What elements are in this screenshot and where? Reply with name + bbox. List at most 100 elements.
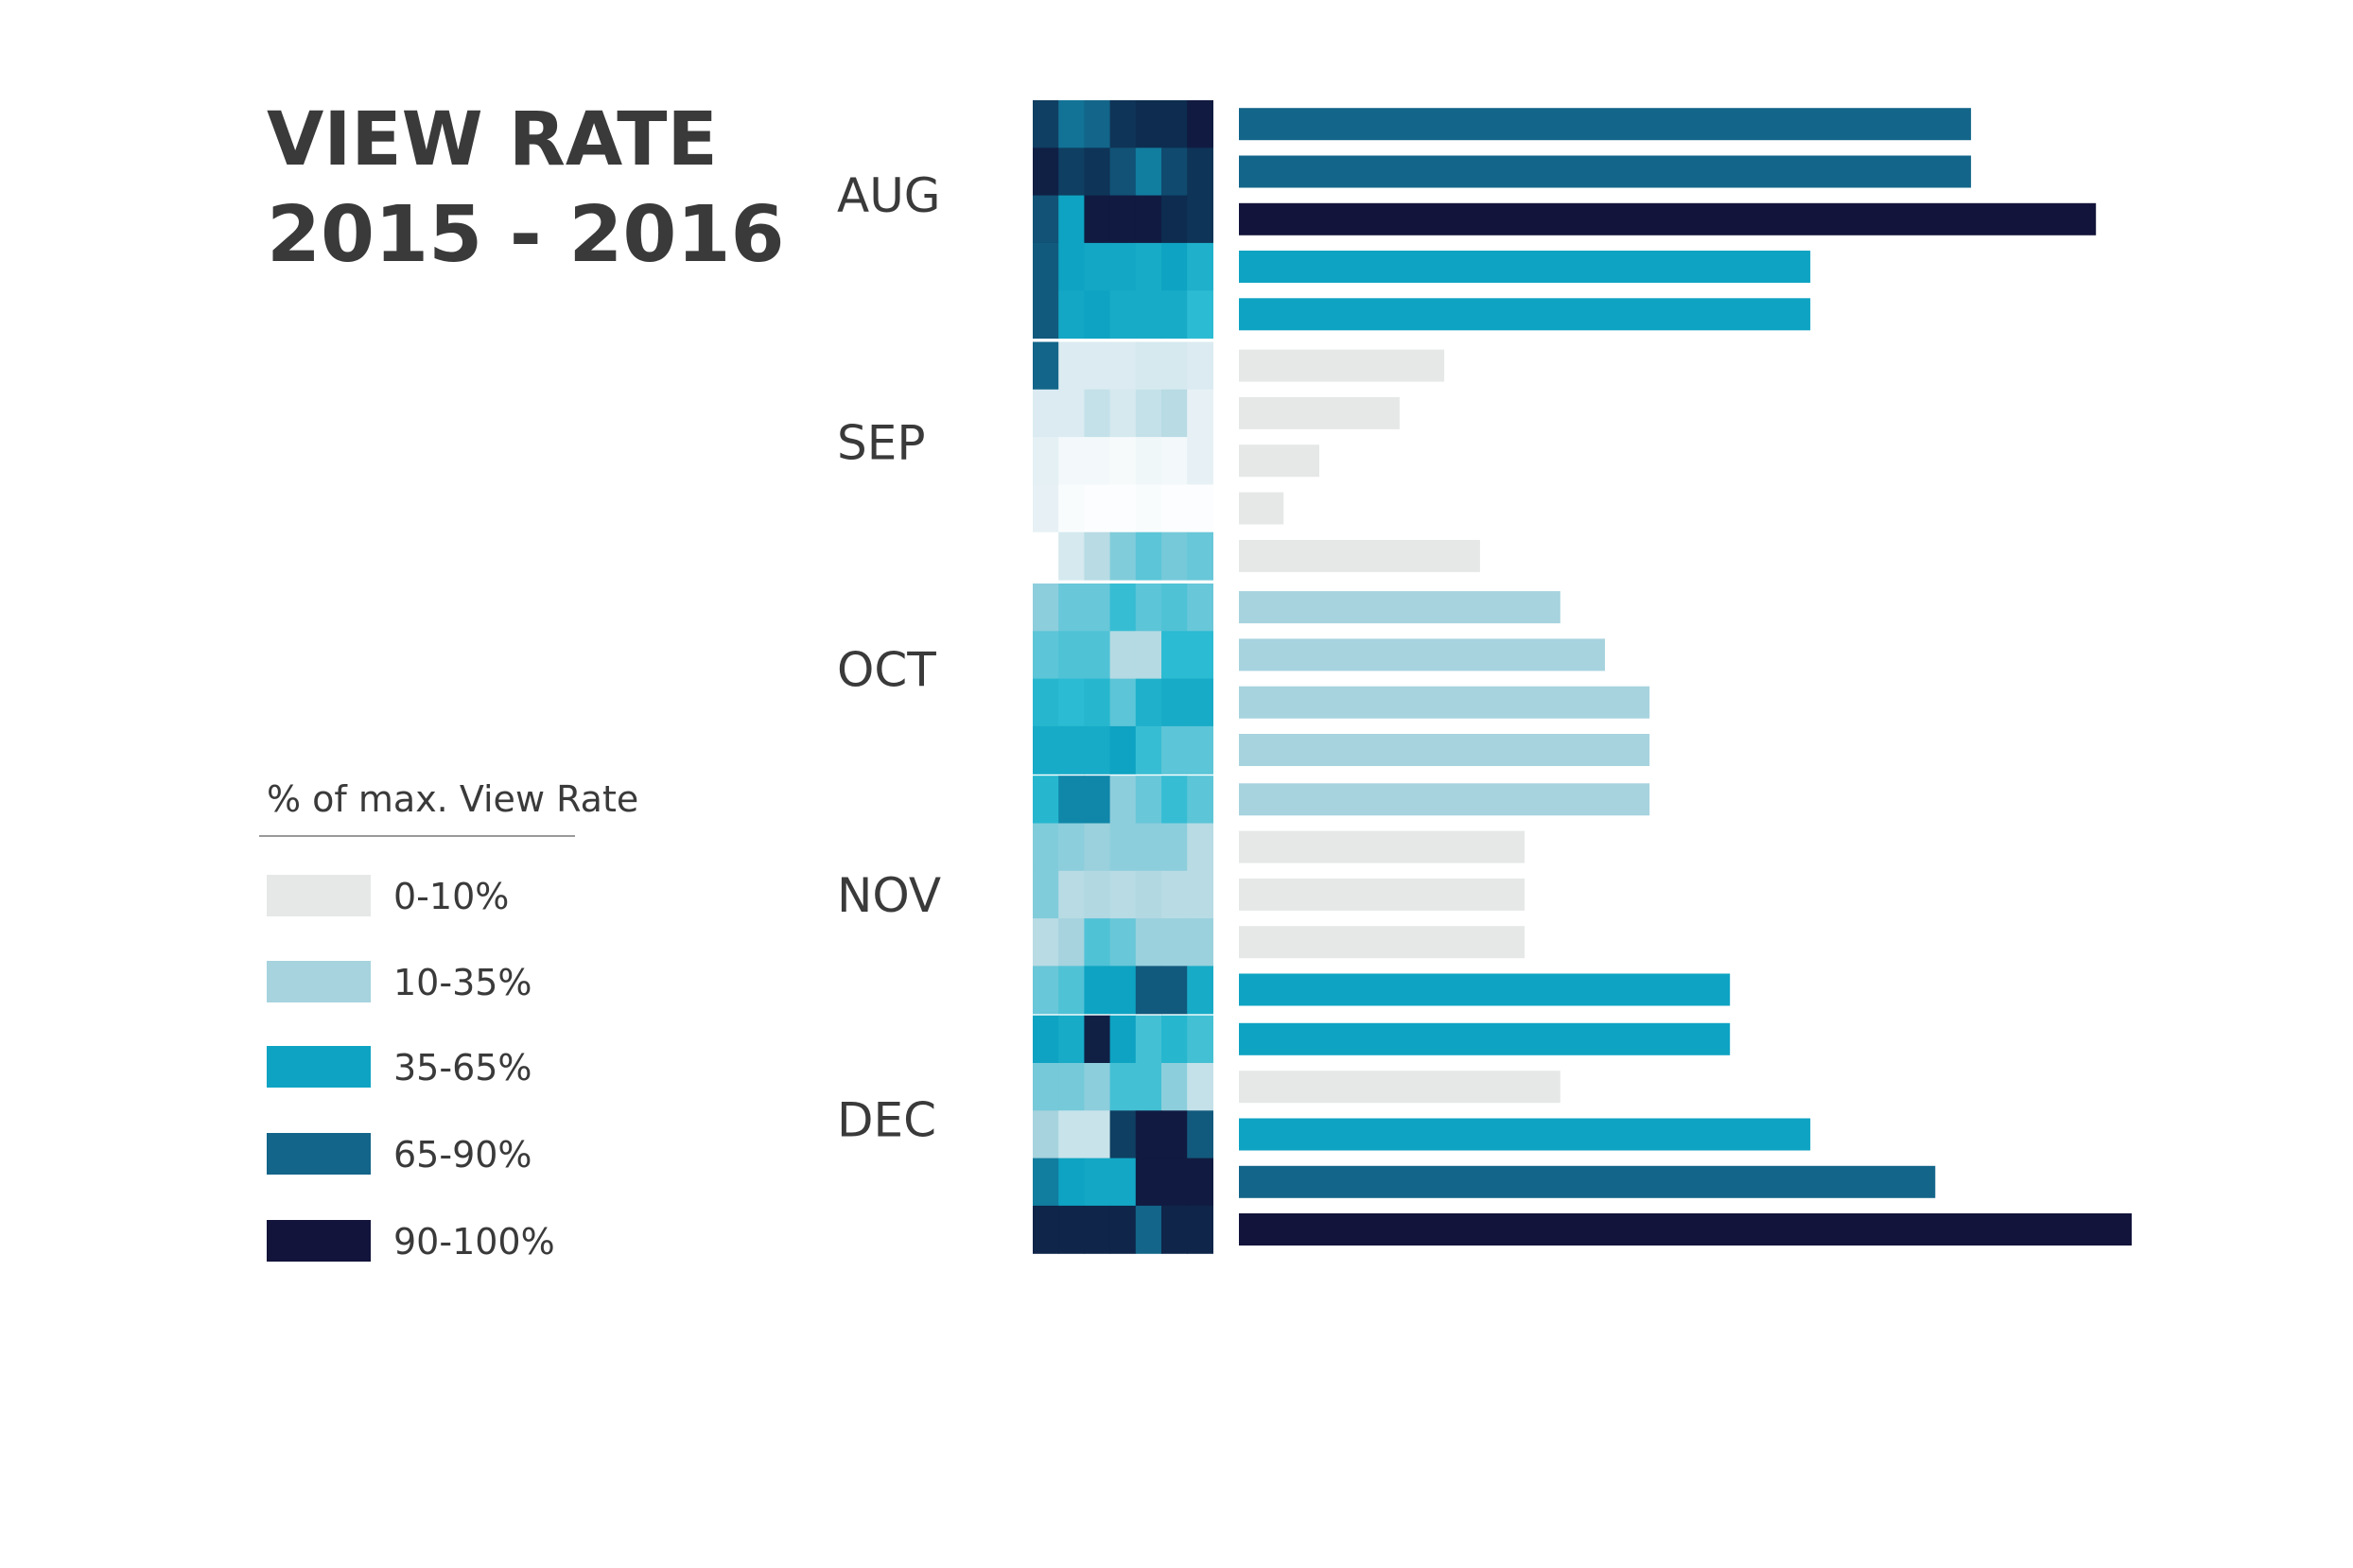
heatmap-cell xyxy=(1187,100,1213,148)
heatmap-cell xyxy=(1161,1158,1188,1207)
heatmap-cell xyxy=(1033,100,1059,148)
heatmap-cell xyxy=(1033,631,1059,680)
heatmap-cell xyxy=(1058,918,1085,967)
heatmap-cell xyxy=(1109,966,1137,1015)
heatmap-cell xyxy=(1187,823,1213,872)
heatmap-cell xyxy=(1161,725,1188,775)
month-labels: AUG SEP OCT NOV DEC xyxy=(837,168,941,1148)
heatmap-cell xyxy=(1135,437,1162,485)
heatmap-cell xyxy=(1135,242,1162,291)
heatmap-cell xyxy=(1135,870,1162,919)
heatmap-cell xyxy=(1187,678,1213,727)
heatmap-cell xyxy=(1109,148,1137,197)
heatmap-cell xyxy=(1161,1110,1188,1159)
bar-sep-1 xyxy=(1239,349,1445,382)
heatmap-cell xyxy=(1033,1063,1059,1111)
legend-swatch xyxy=(267,875,371,916)
heatmap-cell xyxy=(1084,484,1111,533)
bar-aug-5 xyxy=(1239,298,1811,331)
heatmap-cell xyxy=(1135,195,1162,244)
heatmap-cell xyxy=(1109,531,1137,581)
heatmap-cell xyxy=(1084,1158,1111,1207)
heatmap-cell xyxy=(1084,918,1111,967)
heatmap-cell xyxy=(1033,389,1059,438)
heatmap-cell xyxy=(1058,823,1085,872)
bar-nov-2 xyxy=(1239,830,1525,863)
bar-oct-3 xyxy=(1239,686,1650,719)
heatmap-cell xyxy=(1161,584,1188,632)
heatmap-cell xyxy=(1058,148,1085,197)
bar-aug-2 xyxy=(1239,155,1972,188)
heatmap-cell xyxy=(1109,631,1137,680)
heatmap xyxy=(1033,100,1213,1254)
heatmap-cell xyxy=(1084,290,1111,340)
bar-aug-1 xyxy=(1239,108,1972,141)
heatmap-cell xyxy=(1058,100,1085,148)
heatmap-cell xyxy=(1058,584,1085,632)
heatmap-cell xyxy=(1058,870,1085,919)
heatmap-cell xyxy=(1187,918,1213,967)
heatmap-cell xyxy=(1058,775,1085,825)
heatmap-cell xyxy=(1084,1015,1111,1064)
heatmap-cell xyxy=(1187,631,1213,680)
heatmap-cell xyxy=(1135,100,1162,148)
bar-nov-3 xyxy=(1239,878,1525,911)
heatmap-cell xyxy=(1161,242,1188,291)
legend-label: 35-65% xyxy=(393,1047,532,1089)
heatmap-cell xyxy=(1135,1205,1162,1254)
heatmap-cell xyxy=(1109,823,1137,872)
heatmap-cell xyxy=(1058,242,1085,291)
heatmap-cell xyxy=(1161,341,1188,391)
month-label-sep: SEP xyxy=(837,415,925,470)
heatmap-cell xyxy=(1161,290,1188,340)
heatmap-cell xyxy=(1187,775,1213,825)
heatmap-cell xyxy=(1033,775,1059,825)
heatmap-cell xyxy=(1135,484,1162,533)
heatmap-cell xyxy=(1109,1110,1137,1159)
legend-label: 10-35% xyxy=(393,962,532,1003)
legend-swatch xyxy=(267,961,371,1002)
bar-dec-4 xyxy=(1239,1165,1936,1198)
heatmap-cell xyxy=(1109,725,1137,775)
heatmap-cell xyxy=(1135,775,1162,825)
heatmap-cell xyxy=(1161,484,1188,533)
heatmap-cell xyxy=(1058,725,1085,775)
heatmap-cell xyxy=(1033,242,1059,291)
heatmap-cell xyxy=(1161,966,1188,1015)
bar-aug-4 xyxy=(1239,251,1811,283)
heatmap-cell xyxy=(1109,1015,1137,1064)
heatmap-cell xyxy=(1187,1205,1213,1254)
heatmap-cell xyxy=(1033,870,1059,919)
heatmap-cell xyxy=(1109,1063,1137,1111)
heatmap-cell xyxy=(1084,584,1111,632)
bar-oct-2 xyxy=(1239,638,1605,671)
heatmap-cell xyxy=(1058,1205,1085,1254)
bar-dec-1 xyxy=(1239,1022,1731,1055)
heatmap-cell xyxy=(1109,389,1137,438)
heatmap-cell xyxy=(1161,531,1188,581)
heatmap-cell xyxy=(1109,1205,1137,1254)
heatmap-cell xyxy=(1187,531,1213,581)
heatmap-cell xyxy=(1161,823,1188,872)
heatmap-cell xyxy=(1135,1110,1162,1159)
bar-nov-1 xyxy=(1239,783,1650,816)
heatmap-cell xyxy=(1135,631,1162,680)
heatmap-cell xyxy=(1161,437,1188,485)
heatmap-cell xyxy=(1161,148,1188,197)
heatmap-cell xyxy=(1058,1158,1085,1207)
heatmap-cell xyxy=(1187,290,1213,340)
heatmap-cell xyxy=(1084,341,1111,391)
heatmap-cell xyxy=(1084,1110,1111,1159)
heatmap-cell xyxy=(1058,341,1085,391)
heatmap-cell xyxy=(1109,484,1137,533)
heatmap-cell xyxy=(1135,584,1162,632)
heatmap-cell xyxy=(1058,1063,1085,1111)
heatmap-cell xyxy=(1187,584,1213,632)
bar-sep-5 xyxy=(1239,539,1480,572)
heatmap-cell xyxy=(1187,725,1213,775)
legend-label: 65-90% xyxy=(393,1134,532,1176)
heatmap-cell xyxy=(1084,437,1111,485)
legend-swatch xyxy=(267,1046,371,1088)
heatmap-cell xyxy=(1161,195,1188,244)
heatmap-cell xyxy=(1109,870,1137,919)
